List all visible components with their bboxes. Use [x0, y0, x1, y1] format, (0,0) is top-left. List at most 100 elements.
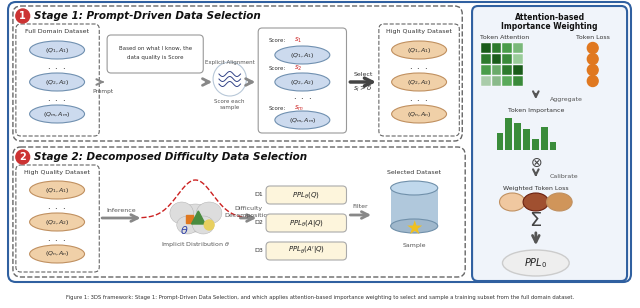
Text: $(Q_2,A_2)$: $(Q_2,A_2)$: [407, 78, 431, 87]
Text: Token Attention: Token Attention: [480, 34, 529, 39]
Text: $(Q_2,A_2)$: $(Q_2,A_2)$: [45, 78, 69, 87]
Text: $(Q_1,A_1)$: $(Q_1,A_1)$: [45, 185, 69, 194]
Text: $\cdot\ \cdot\ \cdot$: $\cdot\ \cdot\ \cdot$: [410, 94, 429, 103]
Ellipse shape: [275, 111, 330, 129]
Text: 2: 2: [19, 152, 26, 162]
Bar: [481, 76, 491, 86]
Text: $(Q_m,A_m)$: $(Q_m,A_m)$: [44, 110, 71, 119]
Ellipse shape: [523, 193, 548, 211]
Text: Select: Select: [353, 71, 373, 76]
Bar: [502, 65, 512, 75]
Text: $(Q_1,A_1)$: $(Q_1,A_1)$: [407, 46, 431, 55]
Text: $s_2$: $s_2$: [294, 63, 303, 73]
Circle shape: [588, 43, 598, 54]
Text: Weighted Token Loss: Weighted Token Loss: [503, 185, 569, 191]
Ellipse shape: [547, 193, 572, 211]
Text: $PPL_{\theta}(Q)$: $PPL_{\theta}(Q)$: [292, 190, 320, 200]
Text: Figure 1: 3DS framework: Stage 1: Prompt-Driven Data Selection, and which applie: Figure 1: 3DS framework: Stage 1: Prompt…: [66, 294, 574, 299]
Bar: [492, 76, 502, 86]
Text: Stage 2: Decomposed Difficulty Data Selection: Stage 2: Decomposed Difficulty Data Sele…: [33, 152, 307, 162]
Text: data quality is Score: data quality is Score: [127, 55, 184, 59]
Text: $\cdot\ \cdot\ \cdot$: $\cdot\ \cdot\ \cdot$: [47, 62, 67, 71]
Text: High Quality Dataset: High Quality Dataset: [24, 169, 90, 175]
Text: Full Domain Dataset: Full Domain Dataset: [25, 29, 89, 34]
Text: $(Q_2,A_2)$: $(Q_2,A_2)$: [45, 217, 69, 226]
Ellipse shape: [29, 213, 84, 231]
Text: $\theta$: $\theta$: [180, 224, 189, 236]
Bar: [481, 54, 491, 64]
Text: Aggregate: Aggregate: [550, 96, 582, 102]
Text: Calibrate: Calibrate: [550, 173, 578, 179]
Ellipse shape: [29, 181, 84, 199]
Text: $\cdot\ \cdot\ \cdot$: $\cdot\ \cdot\ \cdot$: [47, 233, 67, 242]
Text: $PPL_{\theta}(A'|Q)$: $PPL_{\theta}(A'|Q)$: [288, 245, 325, 257]
Bar: [502, 54, 512, 64]
Ellipse shape: [390, 181, 438, 195]
Text: $\cdot\ \cdot\ \cdot$: $\cdot\ \cdot\ \cdot$: [47, 94, 67, 103]
Circle shape: [588, 75, 598, 87]
FancyBboxPatch shape: [107, 35, 204, 73]
Text: $\cdot\ \cdot\ \cdot$: $\cdot\ \cdot\ \cdot$: [410, 62, 429, 71]
Text: Score:: Score:: [269, 66, 286, 71]
Text: $PPL_0$: $PPL_0$: [524, 256, 547, 270]
FancyBboxPatch shape: [266, 214, 346, 232]
Text: Token Loss: Token Loss: [576, 34, 610, 39]
Text: Score:: Score:: [269, 38, 286, 43]
FancyBboxPatch shape: [472, 6, 627, 281]
Text: $\cdot\ \cdot\ \cdot$: $\cdot\ \cdot\ \cdot$: [47, 201, 67, 210]
Circle shape: [588, 54, 598, 64]
Polygon shape: [191, 211, 205, 224]
Ellipse shape: [502, 250, 569, 276]
Bar: [506, 118, 512, 150]
Text: $\Sigma$: $\Sigma$: [529, 210, 542, 229]
Text: $s_i > \delta$: $s_i > \delta$: [353, 84, 373, 94]
Text: $(Q_n,A_n)$: $(Q_n,A_n)$: [45, 249, 69, 258]
Text: $(Q_2,A_2)$: $(Q_2,A_2)$: [290, 78, 315, 87]
Text: D1: D1: [254, 192, 263, 197]
Bar: [492, 54, 502, 64]
Bar: [497, 133, 504, 150]
Ellipse shape: [170, 202, 193, 224]
Ellipse shape: [29, 245, 84, 263]
Text: $PPL_{\theta}(A|Q)$: $PPL_{\theta}(A|Q)$: [289, 217, 324, 229]
Text: Filter: Filter: [353, 204, 368, 209]
FancyBboxPatch shape: [266, 186, 346, 204]
Ellipse shape: [392, 73, 447, 91]
Bar: [481, 65, 491, 75]
Text: $(Q_1,A_1)$: $(Q_1,A_1)$: [290, 51, 315, 59]
Bar: [515, 124, 521, 150]
Text: sample: sample: [220, 104, 240, 110]
Circle shape: [16, 9, 29, 23]
FancyBboxPatch shape: [8, 2, 631, 282]
Ellipse shape: [390, 219, 438, 233]
Text: ★: ★: [405, 218, 423, 237]
Text: $\cdot\ \cdot\ \cdot$: $\cdot\ \cdot\ \cdot$: [292, 91, 312, 100]
Ellipse shape: [275, 73, 330, 91]
Text: Score:: Score:: [269, 106, 286, 111]
Text: Prompt: Prompt: [93, 88, 114, 94]
Bar: [513, 54, 523, 64]
Bar: [513, 76, 523, 86]
Text: D3: D3: [254, 248, 263, 253]
Text: 1: 1: [19, 11, 26, 21]
Text: High Quality Dataset: High Quality Dataset: [386, 29, 452, 34]
Text: $(Q_m,A_m)$: $(Q_m,A_m)$: [289, 116, 316, 124]
Ellipse shape: [392, 105, 447, 123]
Ellipse shape: [29, 41, 84, 59]
Text: Decomposition: Decomposition: [225, 213, 272, 217]
Text: Token Importance: Token Importance: [508, 107, 564, 112]
Ellipse shape: [29, 105, 84, 123]
Text: $(Q_n,A_n)$: $(Q_n,A_n)$: [407, 110, 431, 119]
FancyBboxPatch shape: [258, 28, 346, 133]
Bar: [513, 65, 523, 75]
Text: Based on what I know, the: Based on what I know, the: [118, 46, 192, 51]
Text: Inference: Inference: [106, 208, 136, 213]
Text: $s_m$: $s_m$: [294, 103, 305, 113]
Bar: [186, 215, 193, 223]
Bar: [481, 43, 491, 53]
Circle shape: [16, 150, 29, 164]
Text: D2: D2: [254, 220, 263, 225]
Circle shape: [204, 220, 214, 230]
Text: Importance Weighting: Importance Weighting: [501, 22, 598, 30]
Bar: [502, 43, 512, 53]
